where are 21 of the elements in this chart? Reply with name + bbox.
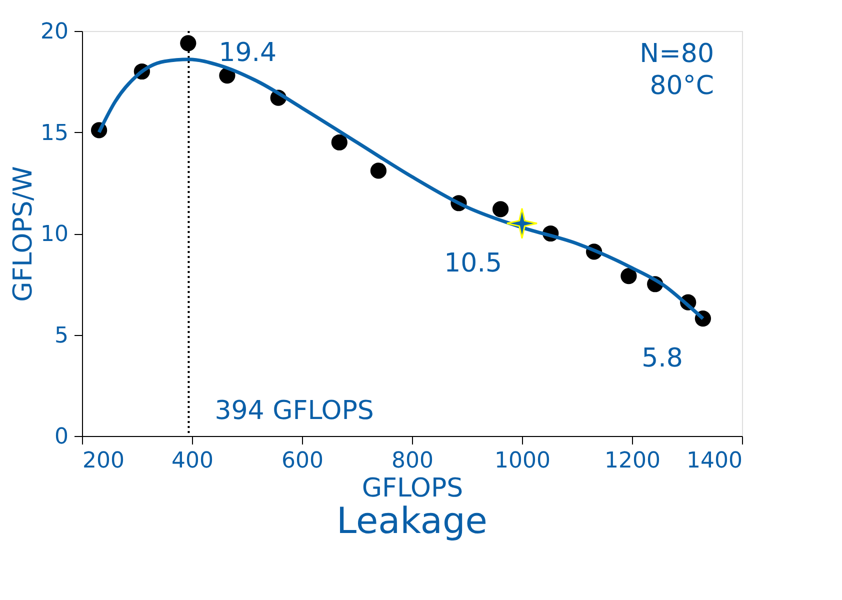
x-tick-label: 1200 [604,448,660,474]
y-tick-label: 10 [40,222,68,247]
annotation: 5.8 [642,344,683,374]
x-axis-title: GFLOPS [362,474,464,504]
ref-line-label: 394 GFLOPS [214,396,374,426]
x-tick-label: 400 [172,448,214,474]
x-tick-label: 200 [82,448,124,474]
y-tick-label: 15 [40,120,68,146]
x-tick-label: 1400 [686,448,742,474]
annotation: 80°C [650,71,714,101]
x-tick-label: 800 [392,448,434,474]
annotation: 19.4 [218,38,277,68]
y-tick-label: 20 [40,20,68,44]
y-tick-label: 0 [54,424,68,450]
annotation: 10.5 [444,248,502,278]
x-tick-label: 1000 [494,448,550,474]
x-tick-label: 600 [282,448,324,474]
y-axis-title: GFLOPS/W [8,166,39,302]
annotation: N=80 [640,39,714,69]
text: Leakage [336,501,488,542]
y-tick-label: 5 [54,323,68,348]
